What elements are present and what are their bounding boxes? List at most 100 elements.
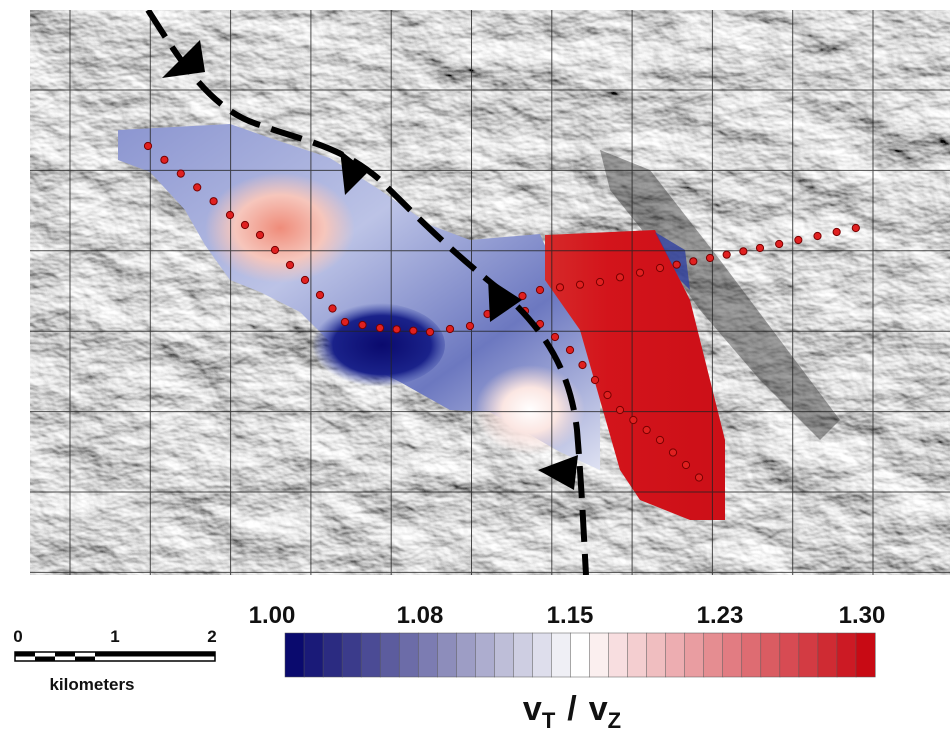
- station: [341, 318, 348, 325]
- station: [690, 258, 697, 265]
- colorbar-swatch: [437, 633, 456, 677]
- station: [536, 286, 543, 293]
- station: [551, 333, 558, 340]
- station: [316, 291, 323, 298]
- colorbar-swatch: [399, 633, 418, 677]
- colorbar-tick-label: 1.00: [249, 602, 296, 629]
- colorbar-swatch: [799, 633, 818, 677]
- colorbar-swatch: [342, 633, 361, 677]
- scale-segment: [95, 652, 115, 657]
- station: [669, 449, 676, 456]
- station: [210, 198, 217, 205]
- scale-segment: [75, 657, 95, 662]
- colorbar-swatch: [475, 633, 494, 677]
- colorbar-tick-label: 1.23: [697, 602, 744, 629]
- station: [591, 376, 598, 383]
- station: [682, 461, 689, 468]
- colorbar-swatch: [609, 633, 628, 677]
- station: [616, 406, 623, 413]
- figure: 0 1 2 kilometers 1.00 1.08 1.15 1.23 1.3…: [0, 0, 950, 732]
- colorbar-swatch: [666, 633, 685, 677]
- station: [673, 261, 680, 268]
- colorbar-swatch: [723, 633, 742, 677]
- station: [359, 321, 366, 328]
- colorbar-swatch: [494, 633, 513, 677]
- station: [194, 184, 201, 191]
- station: [226, 211, 233, 218]
- colorbar-swatch: [837, 633, 856, 677]
- station: [271, 246, 278, 253]
- colorbar-tick-label: 1.15: [547, 602, 594, 629]
- scale-bar: 0 1 2 kilometers: [13, 627, 216, 694]
- station: [410, 327, 417, 334]
- station: [256, 231, 263, 238]
- label-subscript: T: [542, 708, 556, 732]
- colorbar-swatch: [304, 633, 323, 677]
- colorbar-swatch: [628, 633, 647, 677]
- colorbar-swatch: [761, 633, 780, 677]
- station: [579, 361, 586, 368]
- colorbar-swatch: [513, 633, 532, 677]
- colorbar-swatch: [361, 633, 380, 677]
- colorbar-swatch: [590, 633, 609, 677]
- station: [286, 261, 293, 268]
- station: [656, 264, 663, 271]
- station: [519, 292, 526, 299]
- station: [144, 142, 151, 149]
- label-part: v: [523, 690, 542, 728]
- colorbar-swatch: [780, 633, 799, 677]
- station: [695, 474, 702, 481]
- station: [636, 269, 643, 276]
- scale-label: 0: [13, 627, 22, 646]
- colorbar-swatch: [647, 633, 666, 677]
- scale-segment: [55, 652, 75, 657]
- station: [630, 416, 637, 423]
- station: [466, 322, 473, 329]
- neutral-zone: [475, 365, 585, 455]
- station: [616, 274, 623, 281]
- colorbar-swatch: [856, 633, 875, 677]
- station: [604, 391, 611, 398]
- map: [30, 10, 950, 575]
- scale-segment: [15, 652, 35, 657]
- station: [656, 436, 663, 443]
- scale-segment: [35, 657, 55, 662]
- station: [833, 228, 840, 235]
- label-subscript: Z: [608, 708, 621, 732]
- colorbar-swatch: [380, 633, 399, 677]
- colorbar-swatch: [323, 633, 342, 677]
- scale-label: 1: [110, 627, 119, 646]
- station: [426, 328, 433, 335]
- colorbar-label: vT/vZ: [523, 690, 621, 732]
- station: [376, 324, 383, 331]
- colorbar-swatches: [285, 633, 875, 677]
- station: [852, 224, 859, 231]
- colorbar-swatch: [570, 633, 589, 677]
- station: [301, 276, 308, 283]
- colorbar-tick-label: 1.08: [397, 602, 444, 629]
- station: [556, 284, 563, 291]
- station: [706, 254, 713, 261]
- colorbar-swatch: [704, 633, 723, 677]
- colorbar-swatch: [285, 633, 304, 677]
- station: [643, 426, 650, 433]
- colorbar-swatch: [685, 633, 704, 677]
- station: [241, 221, 248, 228]
- scale-label: 2: [207, 627, 216, 646]
- station: [776, 240, 783, 247]
- station: [446, 325, 453, 332]
- label-part: v: [589, 690, 608, 728]
- station: [814, 232, 821, 239]
- station: [596, 278, 603, 285]
- colorbar-swatch: [551, 633, 570, 677]
- station: [723, 251, 730, 258]
- high-ratio-zone: [205, 173, 355, 283]
- colorbar-swatch: [532, 633, 551, 677]
- low-ratio-zone: [305, 303, 445, 387]
- colorbar-swatch: [818, 633, 837, 677]
- colorbar-tick-label: 1.30: [839, 602, 886, 629]
- station: [795, 236, 802, 243]
- colorbar-swatch: [418, 633, 437, 677]
- scale-unit: kilometers: [49, 675, 134, 694]
- label-part: /: [567, 690, 577, 728]
